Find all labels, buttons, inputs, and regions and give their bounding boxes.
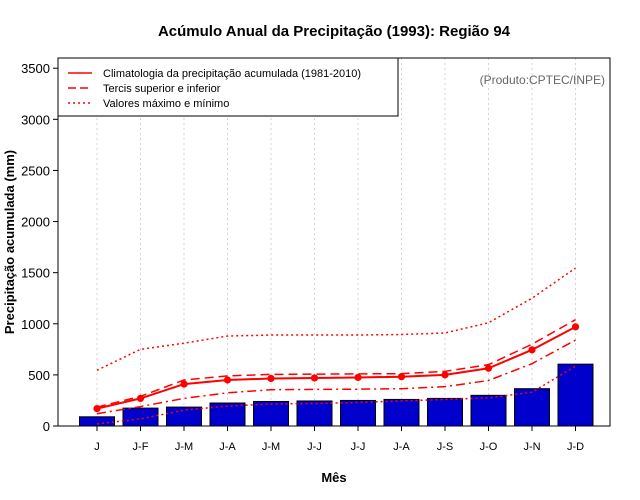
series-point [484,364,493,372]
series-line [96,339,576,415]
chart-title: Acúmulo Anual da Precipitação (1993): Re… [158,23,511,40]
bar [166,406,202,427]
legend-label-tercile: Tercis superior e inferior [103,83,221,95]
bar [470,394,507,427]
y-tick-label: 2000 [21,215,50,230]
legend-label-climatology: Climatologia da precipitação acumulada (… [103,68,361,80]
x-tick-label: J-A [219,441,236,453]
x-tick-label: J-S [437,441,454,453]
legend: Climatologia da precipitação acumulada (… [57,57,399,117]
bar [383,398,420,427]
series-line [96,319,576,408]
x-tick-label: J-J [307,441,322,453]
series-point [441,371,449,379]
y-axis: 0 500 1000 1500 2000 2500 3000 3500 [21,61,58,434]
y-tick-label: 500 [28,368,50,383]
bar [340,399,376,427]
legend-label-max-min: Valores máximo e mínimo [103,98,229,110]
bar [79,416,115,427]
x-tick-label: J-A [393,441,410,453]
x-axis-label: Mês [321,470,346,485]
bar [514,388,550,427]
x-tick-label: J-N [523,441,540,453]
series-lines [93,267,580,425]
bar [296,400,333,427]
x-axis: J J-F J-M J-A J-M J-J J-J J-A J-S J-O J-N J-D [94,426,584,453]
x-tick-label: J-M [175,441,193,453]
series-line [96,365,576,425]
y-tick-label: 1000 [21,317,50,332]
y-tick-label: 3000 [21,112,50,127]
x-tick-label: J-J [351,441,366,453]
y-axis-label: Precipitação acumulada (mm) [2,150,17,334]
series-point [310,374,319,382]
product-credit: (Produto:CPTEC/INPE) [480,73,605,87]
x-tick-label: J-D [567,441,584,453]
series-point [528,346,536,354]
series-point [267,374,275,383]
series-line [96,325,576,410]
grid-lines [96,58,576,426]
y-tick-label: 2500 [21,163,50,178]
x-tick-label: J-O [480,441,498,453]
bar [557,363,594,427]
x-tick-label: J [94,441,100,453]
y-tick-label: 3500 [21,61,50,76]
series-point [571,323,580,331]
series-point [180,380,188,388]
x-tick-label: J-M [262,441,280,453]
bar [427,397,463,427]
series-point [397,373,406,381]
series-line [96,267,576,371]
bar [253,400,289,427]
series-point [354,373,362,382]
y-tick-label: 1500 [21,266,50,281]
legend-box [57,57,399,117]
y-tick-label: 0 [43,419,50,434]
series-point [223,376,232,384]
x-tick-label: J-F [133,441,149,453]
